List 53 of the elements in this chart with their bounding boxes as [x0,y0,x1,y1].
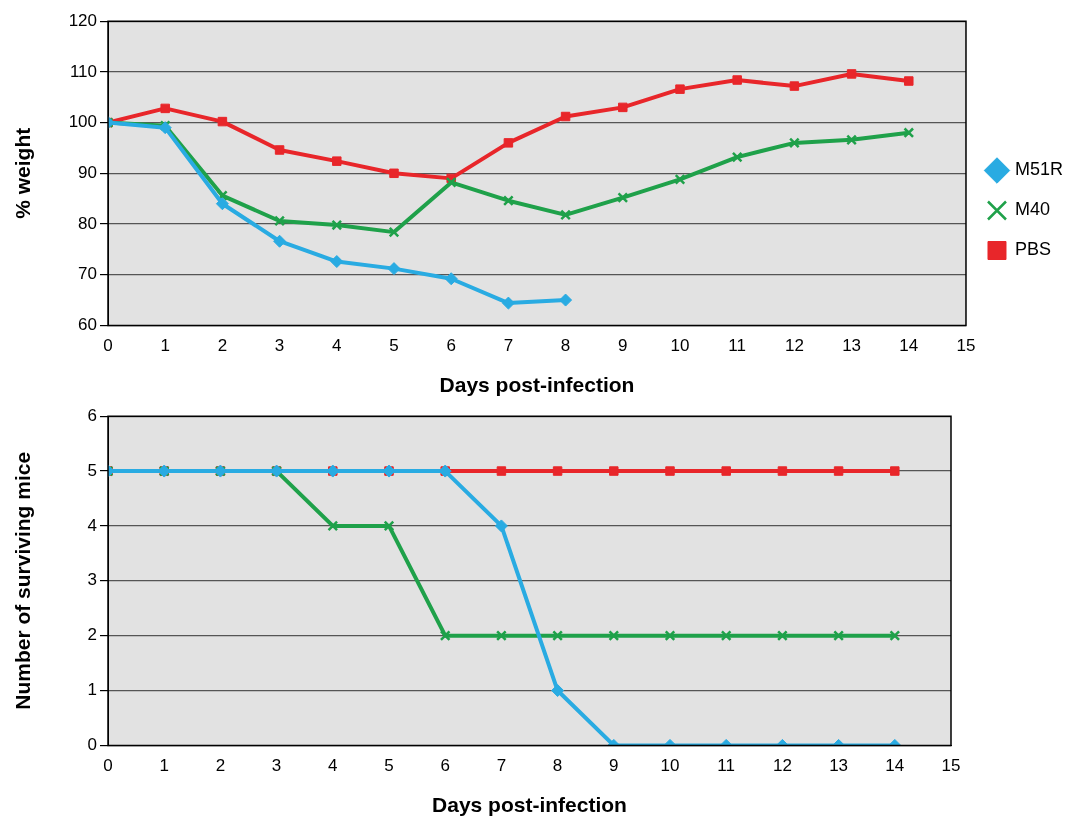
x-tick-label: 0 [103,336,113,356]
y-tick-label: 60 [78,315,97,335]
y-tick-label: 110 [69,61,97,81]
x-tick-label: 12 [772,756,792,776]
y-tick-label: 120 [68,10,97,30]
x-tick-label: 7 [503,336,514,356]
x-tick-label: 5 [384,756,394,776]
x-tick-label: 5 [389,336,399,356]
x-tick-label: 8 [560,336,571,356]
x-tick-label: 0 [103,756,113,776]
y-tick-label: 70 [78,264,97,284]
x-tick-label: 8 [552,756,563,776]
x-tick-label: 2 [215,756,226,776]
y-tick-label: 1 [87,680,97,700]
x-tick-label: 15 [956,336,976,356]
y-tick-label: 6 [87,405,97,425]
x-tick-label: 7 [496,756,507,776]
x-axis-title: Days post-infection [432,793,627,817]
x-tick-label: 1 [159,756,169,776]
x-tick-label: 11 [717,756,736,776]
y-axis-title: % weight [11,127,35,219]
legend-label: M51R [1014,159,1063,180]
x-tick-label: 6 [446,336,456,356]
x-tick-label: 6 [440,756,450,776]
x-tick-label: 13 [829,756,849,776]
x-axis-title: Days post-infection [439,373,635,397]
x-tick-label: 10 [660,756,680,776]
y-tick-label: 3 [87,570,97,590]
x-tick-label: 3 [271,756,282,776]
x-tick-label: 15 [941,756,961,776]
y-tick-label: 4 [87,515,97,535]
y-axis-title: Number of surviving mice [11,451,35,710]
x-tick-label: 13 [842,336,862,356]
legend-label: PBS [1014,239,1052,260]
x-tick-label: 14 [885,756,905,776]
x-tick-label: 9 [618,336,628,356]
x-tick-label: 10 [670,336,690,356]
y-tick-label: 0 [87,735,97,755]
y-tick-label: 90 [78,162,97,182]
y-tick-label: 2 [87,625,97,645]
x-tick-label: 11 [728,336,747,356]
y-tick-label: 5 [87,460,97,480]
y-tick-label: 100 [68,112,97,132]
x-tick-label: 2 [217,336,228,356]
x-tick-label: 12 [784,336,804,356]
legend-label: M40 [1014,199,1050,220]
y-tick-label: 80 [78,213,97,233]
x-tick-label: 4 [332,336,342,356]
x-tick-label: 9 [609,756,619,776]
x-tick-label: 1 [160,336,170,356]
x-tick-label: 14 [899,336,919,356]
x-tick-label: 3 [274,336,285,356]
x-tick-label: 4 [328,756,338,776]
